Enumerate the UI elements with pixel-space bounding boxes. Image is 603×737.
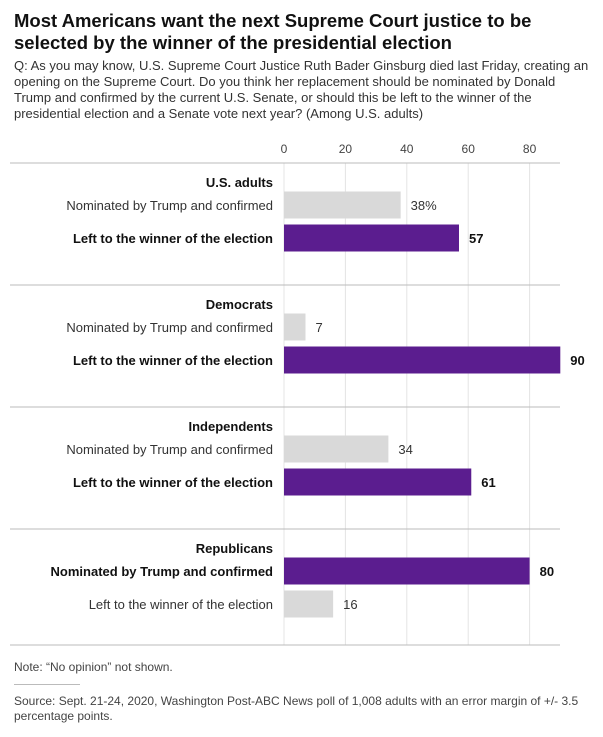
category-label: Nominated by Trump and confirmed <box>66 198 273 213</box>
chart-title: Most Americans want the next Supreme Cou… <box>14 10 532 53</box>
bar <box>284 191 401 219</box>
data-label: 80 <box>540 564 554 579</box>
chart-source: Source: Sept. 21-24, 2020, Washington Po… <box>14 694 579 723</box>
category-label: Left to the winner of the election <box>73 353 273 368</box>
group-label: Democrats <box>206 297 273 312</box>
bar <box>284 468 472 496</box>
category-label: Nominated by Trump and confirmed <box>66 442 273 457</box>
chart-note: Note: “No opinion” not shown. <box>14 660 173 674</box>
data-label: 7 <box>315 320 322 335</box>
data-label: 34 <box>398 442 412 457</box>
bar <box>284 313 306 341</box>
bar <box>284 557 530 585</box>
bar <box>284 224 459 252</box>
data-label: 90 <box>570 353 584 368</box>
data-label: 57 <box>469 231 483 246</box>
survey-question: Q: As you may know, U.S. Supreme Court J… <box>14 58 589 121</box>
bar <box>284 346 561 374</box>
group-label: U.S. adults <box>206 175 273 190</box>
x-tick-label: 60 <box>462 142 476 156</box>
category-label: Left to the winner of the election <box>73 231 273 246</box>
category-label: Nominated by Trump and confirmed <box>66 320 273 335</box>
x-tick-label: 20 <box>339 142 353 156</box>
divider <box>14 684 80 685</box>
x-tick-label: 80 <box>523 142 537 156</box>
x-tick-label: 0 <box>281 142 288 156</box>
category-label: Nominated by Trump and confirmed <box>51 564 274 579</box>
category-label: Left to the winner of the election <box>89 597 273 612</box>
bar <box>284 590 334 618</box>
bar <box>284 435 389 463</box>
data-label: 61 <box>481 475 495 490</box>
group-label: Republicans <box>196 541 273 556</box>
bar-chart: 0 20 40 60 80 U.S. adults Nominated by Trump a… <box>10 142 585 646</box>
category-label: Left to the winner of the election <box>73 475 273 490</box>
data-label: 16 <box>343 597 357 612</box>
x-tick-label: 40 <box>400 142 414 156</box>
data-label: 38% <box>411 198 437 213</box>
group-label: Independents <box>188 419 273 434</box>
